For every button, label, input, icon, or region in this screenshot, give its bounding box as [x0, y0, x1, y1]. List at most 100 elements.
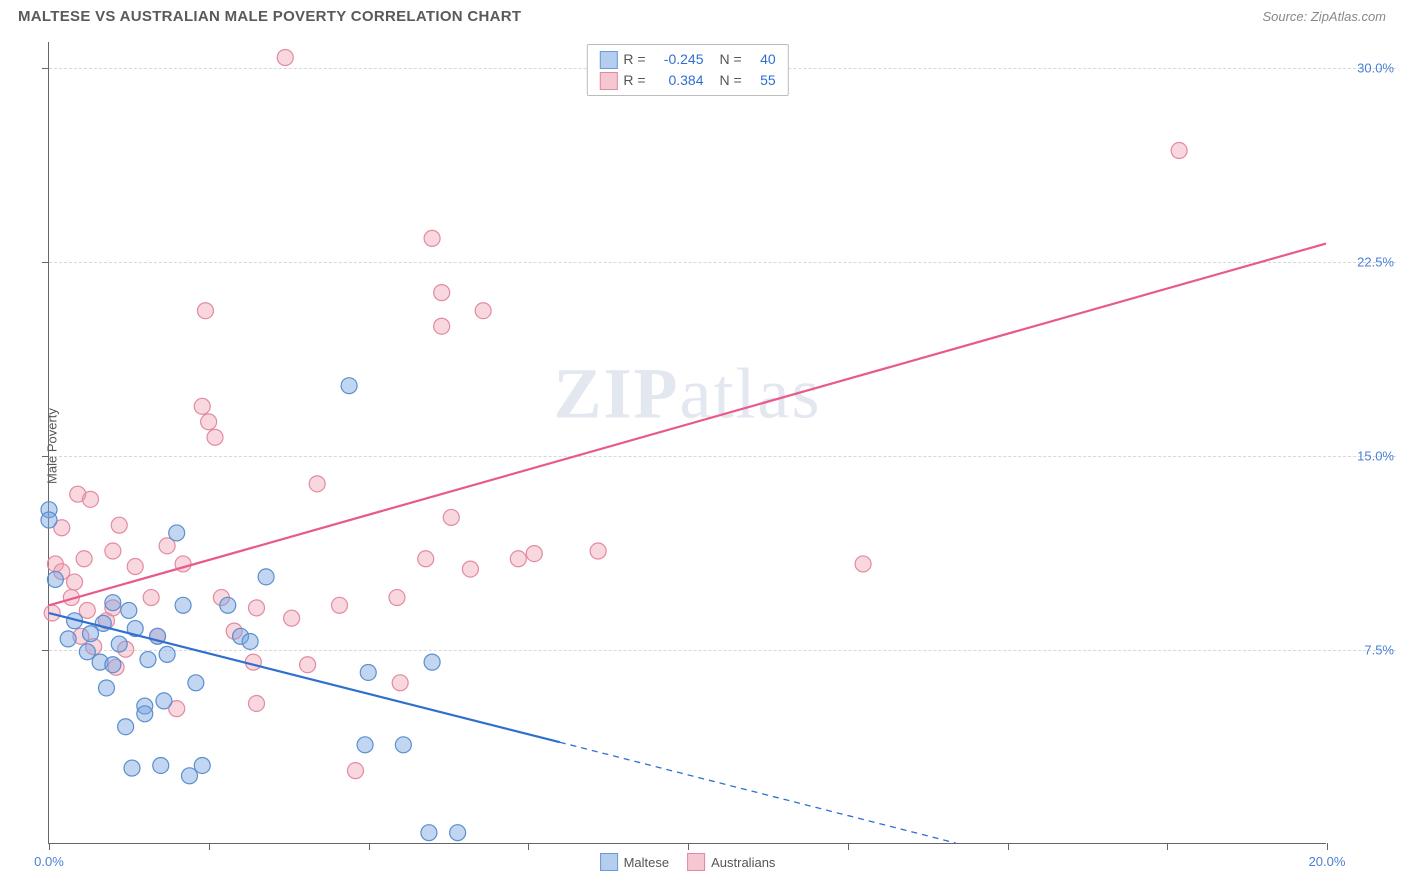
maltese-swatch-icon — [599, 51, 617, 69]
legend-item-australians: Australians — [687, 853, 775, 871]
n-label: N = — [720, 49, 742, 70]
y-tick-label: 22.5% — [1357, 254, 1394, 269]
maltese-point — [156, 693, 172, 709]
x-tick-label: 0.0% — [34, 854, 64, 869]
maltese-point — [360, 664, 376, 680]
maltese-point — [83, 626, 99, 642]
r-label: R = — [623, 70, 645, 91]
maltese-swatch-icon — [600, 853, 618, 871]
x-tick-mark — [49, 843, 50, 850]
australians-point — [424, 230, 440, 246]
australians-point — [201, 414, 217, 430]
australians-point — [526, 546, 542, 562]
r-value: 0.384 — [652, 70, 704, 91]
maltese-point — [41, 512, 57, 528]
australians-point — [347, 763, 363, 779]
y-tick-mark — [42, 456, 49, 457]
x-tick-mark — [369, 843, 370, 850]
australians-point — [332, 597, 348, 613]
maltese-point — [357, 737, 373, 753]
y-tick-mark — [42, 262, 49, 263]
maltese-trendline-dashed — [560, 742, 956, 843]
maltese-point — [450, 825, 466, 841]
maltese-point — [153, 757, 169, 773]
australians-point — [590, 543, 606, 559]
x-tick-mark — [209, 843, 210, 850]
maltese-point — [220, 597, 236, 613]
australians-point — [249, 600, 265, 616]
maltese-point — [341, 378, 357, 394]
maltese-point — [47, 571, 63, 587]
maltese-point — [242, 633, 258, 649]
australians-point — [443, 509, 459, 525]
australians-point — [67, 574, 83, 590]
r-label: R = — [623, 49, 645, 70]
correlation-legend: R = -0.245 N = 40 R = 0.384 N = 55 — [586, 44, 788, 96]
x-tick-mark — [1008, 843, 1009, 850]
australians-point — [392, 675, 408, 691]
maltese-point — [169, 525, 185, 541]
r-value: -0.245 — [652, 49, 704, 70]
maltese-point — [121, 602, 137, 618]
maltese-point — [60, 631, 76, 647]
australians-point — [249, 695, 265, 711]
australians-point — [277, 50, 293, 66]
maltese-point — [111, 636, 127, 652]
x-tick-label: 20.0% — [1309, 854, 1346, 869]
australians-point — [207, 429, 223, 445]
maltese-point — [140, 652, 156, 668]
australians-point — [434, 318, 450, 334]
maltese-point — [258, 569, 274, 585]
y-tick-label: 7.5% — [1364, 642, 1394, 657]
maltese-point — [105, 595, 121, 611]
x-tick-mark — [528, 843, 529, 850]
australians-point — [197, 303, 213, 319]
maltese-point — [159, 646, 175, 662]
australians-swatch-icon — [687, 853, 705, 871]
n-value: 55 — [748, 70, 776, 91]
maltese-point — [124, 760, 140, 776]
maltese-point — [175, 597, 191, 613]
maltese-point — [118, 719, 134, 735]
y-tick-mark — [42, 68, 49, 69]
n-label: N = — [720, 70, 742, 91]
australians-point — [111, 517, 127, 533]
n-value: 40 — [748, 49, 776, 70]
maltese-point — [181, 768, 197, 784]
x-tick-mark — [1167, 843, 1168, 850]
y-tick-label: 15.0% — [1357, 448, 1394, 463]
x-tick-mark — [848, 843, 849, 850]
maltese-point — [188, 675, 204, 691]
australians-point — [462, 561, 478, 577]
y-tick-mark — [42, 650, 49, 651]
series-legend: Maltese Australians — [600, 853, 776, 871]
australians-point — [475, 303, 491, 319]
australians-point — [300, 657, 316, 673]
australians-point — [194, 398, 210, 414]
australians-point — [434, 285, 450, 301]
australians-point — [76, 551, 92, 567]
maltese-point — [194, 757, 210, 773]
legend-row-maltese: R = -0.245 N = 40 — [599, 49, 775, 70]
australians-point — [1171, 143, 1187, 159]
australians-swatch-icon — [599, 72, 617, 90]
maltese-point — [421, 825, 437, 841]
australians-point — [143, 590, 159, 606]
legend-label: Maltese — [624, 855, 670, 870]
x-tick-mark — [688, 843, 689, 850]
australians-point — [127, 559, 143, 575]
x-tick-mark — [1327, 843, 1328, 850]
y-tick-label: 30.0% — [1357, 60, 1394, 75]
maltese-point — [424, 654, 440, 670]
australians-point — [855, 556, 871, 572]
australians-point — [284, 610, 300, 626]
australians-point — [389, 590, 405, 606]
legend-label: Australians — [711, 855, 775, 870]
legend-item-maltese: Maltese — [600, 853, 670, 871]
chart-plot-area: ZIPatlas 7.5%15.0%22.5%30.0% 0.0%20.0% R… — [48, 42, 1326, 844]
australians-point — [83, 491, 99, 507]
australians-point — [510, 551, 526, 567]
chart-title: MALTESE VS AUSTRALIAN MALE POVERTY CORRE… — [18, 8, 521, 25]
australians-point — [309, 476, 325, 492]
australians-point — [418, 551, 434, 567]
